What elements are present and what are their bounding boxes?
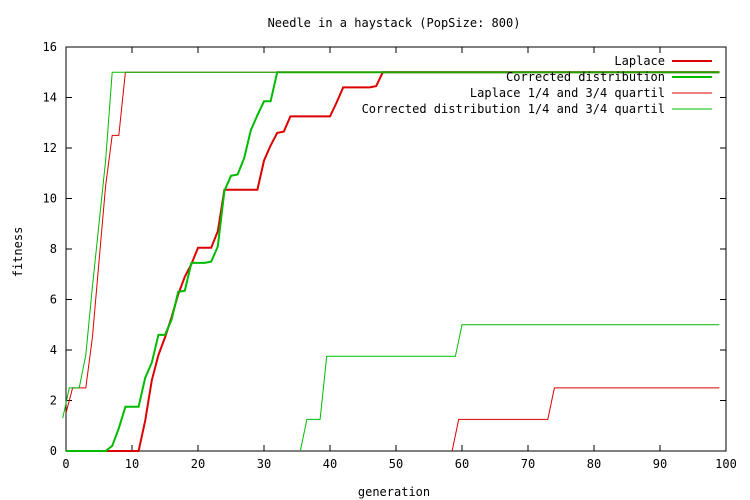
y-tick-label: 0 — [50, 444, 57, 458]
y-tick-label: 8 — [50, 242, 57, 256]
x-tick-label: 100 — [715, 457, 737, 471]
x-tick-label: 0 — [62, 457, 69, 471]
y-tick-label: 12 — [43, 141, 57, 155]
x-tick-label: 40 — [323, 457, 337, 471]
series-line-laplace — [66, 71, 720, 452]
legend-label: Corrected distribution 1/4 and 3/4 quart… — [362, 102, 665, 116]
legend-label: Laplace 1/4 and 3/4 quartil — [470, 86, 665, 100]
x-tick-label: 60 — [455, 457, 469, 471]
x-tick-label: 10 — [125, 457, 139, 471]
series-line-laplace-1-4-and-3-4-quartil-2 — [451, 387, 720, 452]
series-line-corrected-distribution — [66, 71, 720, 452]
series-line-laplace-1-4-and-3-4-quartil-1 — [65, 71, 720, 414]
series-line-corrected-distribution-1-4-and-3-4-quartil-2 — [299, 324, 720, 452]
y-tick-label: 2 — [50, 394, 57, 408]
x-axis-label: generation — [358, 485, 430, 499]
axes: 0 10 20 30 40 50 60 70 80 90 100 0 2 4 6 8 10 12 14 16 — [43, 40, 737, 471]
x-tick-label: 80 — [587, 457, 601, 471]
x-tick-label: 90 — [653, 457, 667, 471]
y-tick-label: 16 — [43, 40, 57, 54]
chart-title: Needle in a haystack (PopSize: 800) — [268, 16, 521, 30]
series-lines — [62, 71, 720, 452]
y-tick-label: 4 — [50, 343, 57, 357]
y-tick-label: 14 — [43, 91, 57, 105]
y-tick-label: 6 — [50, 293, 57, 307]
x-tick-label: 30 — [257, 457, 271, 471]
legend-label: Laplace — [614, 54, 665, 68]
legend: Laplace Corrected distribution Laplace 1/4… — [362, 54, 712, 116]
series-line-corrected-distribution-1-4-and-3-4-quartil-1 — [62, 71, 720, 419]
y-axis-label: fitness — [11, 227, 25, 278]
legend-label: Corrected distribution — [506, 70, 665, 84]
y-tick-label: 10 — [43, 192, 57, 206]
x-tick-label: 50 — [389, 457, 403, 471]
x-tick-label: 20 — [191, 457, 205, 471]
x-tick-label: 70 — [521, 457, 535, 471]
